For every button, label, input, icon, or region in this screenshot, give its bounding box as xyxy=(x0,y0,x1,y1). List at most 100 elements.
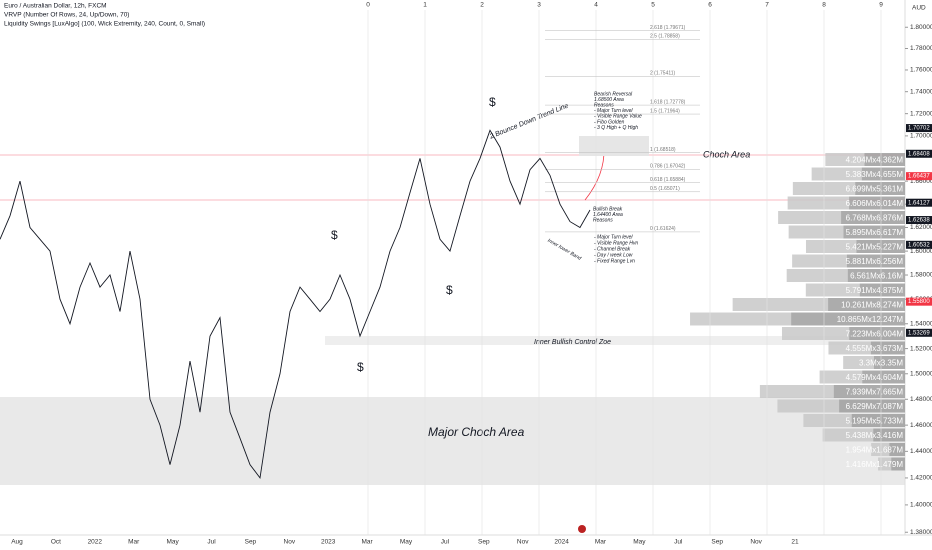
volume-label: 6.768Mx6.876M xyxy=(846,213,904,222)
price-tick-label: 1.70000 xyxy=(910,133,932,140)
annotation: Inner lower Band xyxy=(546,238,582,262)
indicator: VRVP (Number Of Rows, 24, Up/Down, 70) xyxy=(4,12,129,19)
volume-label: 5.421Mx5.227M xyxy=(846,242,904,251)
time-tick-label: Nov xyxy=(284,539,296,546)
volume-down xyxy=(859,283,905,297)
volume-down xyxy=(839,399,905,413)
volume-up xyxy=(759,385,834,398)
volume-label: 1.954Mx1.687M xyxy=(846,445,904,454)
volume-down xyxy=(870,341,905,355)
major-choch-zone xyxy=(0,397,905,485)
price-tick-label: 1.40000 xyxy=(910,502,932,509)
time-tick-label: 21 xyxy=(791,539,799,546)
annotation-line: - Fibo Golden xyxy=(594,119,625,125)
annotation-line: - Visible Range Value xyxy=(594,114,642,120)
annotation-line: Bearish Reversal xyxy=(594,91,633,97)
time-tick-label: Mar xyxy=(361,539,373,546)
annotation-line: - Day / week Low xyxy=(594,252,633,258)
volume-down xyxy=(843,225,905,239)
volume-up xyxy=(778,211,842,224)
annotation: Inner Bullish Control Zoe xyxy=(534,339,611,346)
annotation: Choch Area xyxy=(703,149,750,159)
annotation-line: - Channel Break xyxy=(594,246,631,252)
annotation-line: Reasons xyxy=(593,218,613,224)
time-tick-label: May xyxy=(400,539,413,546)
volume-down xyxy=(873,356,905,369)
price-badge xyxy=(906,172,932,181)
price-badge-label: 1.64127 xyxy=(908,200,930,206)
volume-up xyxy=(781,327,850,340)
volume-label: 6.629Mx7.087M xyxy=(846,402,904,411)
fib-label: 2.618 (1.79671) xyxy=(650,25,686,31)
time-tick-label: Jul xyxy=(674,539,683,546)
time-tick-label: 2024 xyxy=(554,539,569,546)
fib-label: 1.618 (1.72778) xyxy=(650,99,686,105)
volume-down xyxy=(889,443,905,456)
fib-label: 0.5 (1.65071) xyxy=(650,186,680,192)
volume-label: 6.699Mx5.361M xyxy=(846,184,904,193)
volume-up xyxy=(732,298,829,311)
volume-label: 10.261Mx8.274M xyxy=(841,300,903,309)
annotation-line: - Major Turn level xyxy=(594,234,633,240)
price-tick-label: 1.52000 xyxy=(910,345,932,352)
dollar: $ xyxy=(489,95,496,109)
price-tick-label: 1.66000 xyxy=(910,178,932,185)
volume-up xyxy=(805,240,857,253)
cycle-number: 2 xyxy=(480,2,484,9)
volume-up xyxy=(803,414,852,427)
dollar: $ xyxy=(446,283,453,297)
volume-up xyxy=(843,356,874,369)
volume-label: 4.204Mx4.362M xyxy=(846,155,904,164)
price-tick-label: 1.60000 xyxy=(910,248,932,255)
time-tick-label: Aug xyxy=(11,539,23,546)
time-tick-label: Oct xyxy=(51,539,61,546)
volume-up xyxy=(805,283,860,297)
annotation-line: 1.64400 Area xyxy=(593,212,623,218)
time-tick-label: Jul xyxy=(207,539,216,546)
fib-label: 1.5 (1.71964) xyxy=(650,108,680,114)
volume-label: 5.791Mx4.875M xyxy=(846,286,904,295)
target-box xyxy=(579,136,649,156)
annotation-line: - Major Turn level xyxy=(594,108,633,114)
fib-label: 2 (1.75411) xyxy=(650,71,676,77)
volume-down xyxy=(847,269,905,282)
inner-zone xyxy=(325,336,905,345)
price-badge-label: 1.68408 xyxy=(908,151,930,157)
price-badge xyxy=(906,149,932,158)
price-badge xyxy=(906,297,932,306)
fib-label: 0.618 (1.65884) xyxy=(650,177,686,183)
symbol: Euro / Australian Dollar, 12h, FXCM xyxy=(4,3,107,10)
volume-down xyxy=(833,385,905,398)
cycle-number: 6 xyxy=(708,2,712,9)
price-badge xyxy=(906,216,932,225)
price-tick-label: 1.74000 xyxy=(910,88,932,95)
volume-up xyxy=(825,153,865,166)
volume-label: 6.561Mx6.16M xyxy=(850,271,903,280)
time-tick-label: Jul xyxy=(441,539,450,546)
volume-label: 5.438Mx3.416M xyxy=(846,431,904,440)
time-tick-label: Nov xyxy=(517,539,529,546)
price-tick-label: 1.76000 xyxy=(910,67,932,74)
price-badge-label: 1.60532 xyxy=(908,242,930,248)
price-tick-label: 1.54000 xyxy=(910,320,932,327)
time-tick-label: Sep xyxy=(245,539,257,546)
volume-up xyxy=(822,428,874,442)
price-badge-label: 1.55800 xyxy=(908,299,930,305)
time-tick-label: Nov xyxy=(750,539,762,546)
volume-down xyxy=(791,312,905,326)
price-badge xyxy=(906,198,932,207)
volume-label: 6.606Mx6.014M xyxy=(846,199,904,208)
time-tick-label: Mar xyxy=(595,539,607,546)
volume-label: 4.579Mx4.604M xyxy=(846,373,904,382)
cycle-number: 1 xyxy=(423,2,427,9)
indicator: Liquidity Swings [LuxAlgo] (100, Wick Ex… xyxy=(4,21,205,28)
volume-label: 5.881Mx6.256M xyxy=(846,257,904,266)
time-tick-label: 2023 xyxy=(321,539,336,546)
dollar: $ xyxy=(357,360,364,374)
volume-down xyxy=(851,414,905,427)
cycle-number: 4 xyxy=(594,2,598,9)
price-tick-label: 1.42000 xyxy=(910,475,932,482)
volume-down xyxy=(828,298,905,311)
price-tick-label: 1.48000 xyxy=(910,396,932,403)
